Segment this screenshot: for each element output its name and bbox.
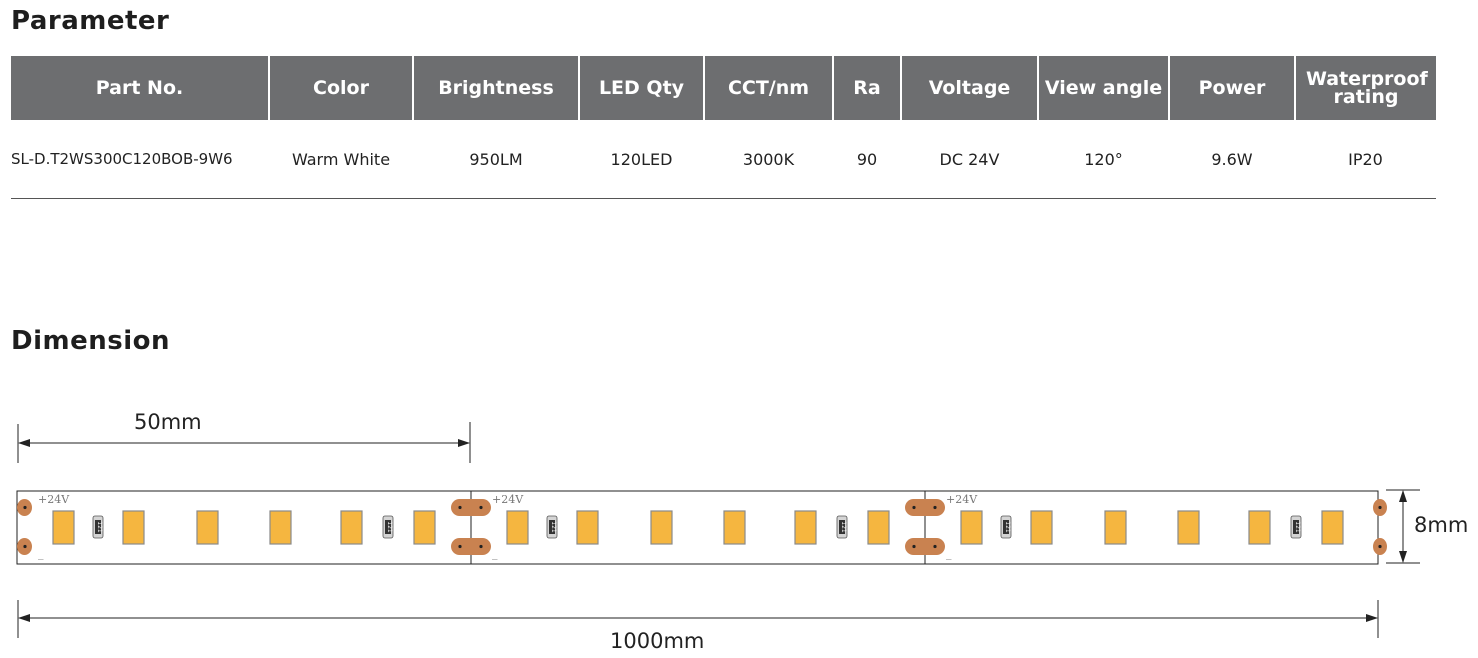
resistor-label: 121 bbox=[1004, 521, 1011, 533]
led-strip bbox=[16, 490, 1379, 565]
cell-ra: 90 bbox=[833, 120, 901, 199]
led-chip bbox=[723, 510, 746, 545]
pad-dot bbox=[912, 505, 916, 510]
header-led-qty: LED Qty bbox=[579, 56, 705, 120]
led-chip bbox=[196, 510, 219, 545]
resistor-body bbox=[1003, 520, 1009, 534]
led-chip bbox=[867, 510, 890, 545]
header-waterproof-rating: Waterproof rating bbox=[1295, 56, 1436, 120]
led-chip bbox=[52, 510, 75, 545]
table-row: SL-D.T2WS300C120BOB-9W6 Warm White 950LM… bbox=[11, 120, 1436, 199]
resistor-body bbox=[1293, 520, 1299, 534]
plus-voltage-label: +24V bbox=[946, 493, 978, 506]
solder-pad-bottom bbox=[905, 538, 945, 555]
parameter-table: Part No. Color Brightness LED Qty CCT/nm… bbox=[11, 56, 1436, 199]
led-chip bbox=[413, 510, 436, 545]
header-ra: Ra bbox=[833, 56, 902, 120]
led-chip bbox=[960, 510, 983, 545]
table-header-row: Part No. Color Brightness LED Qty CCT/nm… bbox=[11, 56, 1436, 120]
pad-dot bbox=[933, 505, 937, 510]
pad-dot bbox=[1378, 544, 1382, 549]
strip-height-label: 8mm bbox=[1414, 513, 1469, 537]
resistor-label: 121 bbox=[840, 521, 847, 533]
led-chip bbox=[340, 510, 363, 545]
resistor-label: 121 bbox=[550, 521, 557, 533]
pad-dot bbox=[479, 505, 483, 510]
cell-waterproof-rating: IP20 bbox=[1295, 120, 1436, 199]
pad-dot bbox=[1378, 505, 1382, 510]
minus-label: _ bbox=[946, 547, 952, 560]
led-chip bbox=[1030, 510, 1053, 545]
led-chip bbox=[122, 510, 145, 545]
minus-label: _ bbox=[492, 547, 498, 560]
pad-dot bbox=[458, 505, 462, 510]
strip-length-label: 1000mm bbox=[610, 629, 705, 653]
header-color: Color bbox=[269, 56, 414, 120]
cell-view-angle: 120° bbox=[1038, 120, 1169, 199]
resistor-label: 121 bbox=[96, 521, 103, 533]
pad-dot bbox=[933, 544, 937, 549]
pad-dot bbox=[23, 544, 27, 549]
led-chip bbox=[1248, 510, 1271, 545]
cell-voltage: DC 24V bbox=[901, 120, 1038, 199]
pad-dot bbox=[458, 544, 462, 549]
minus-label: _ bbox=[38, 547, 44, 560]
pad-dot bbox=[479, 544, 483, 549]
header-power: Power bbox=[1169, 56, 1296, 120]
led-chip bbox=[1321, 510, 1344, 545]
cell-power: 9.6W bbox=[1169, 120, 1295, 199]
cell-led-qty: 120LED bbox=[579, 120, 704, 199]
header-view-angle: View angle bbox=[1038, 56, 1170, 120]
header-part-no: Part No. bbox=[11, 56, 270, 120]
header-cct: CCT/nm bbox=[704, 56, 834, 120]
parameter-heading: Parameter bbox=[11, 6, 170, 36]
led-chip bbox=[650, 510, 673, 545]
resistor-label: 121 bbox=[1294, 521, 1301, 533]
dimension-heading: Dimension bbox=[11, 326, 170, 356]
cell-brightness: 950LM bbox=[413, 120, 579, 199]
led-chip bbox=[576, 510, 599, 545]
cell-cct: 3000K bbox=[704, 120, 833, 199]
solder-pad-top bbox=[451, 499, 491, 516]
pad-dot bbox=[912, 544, 916, 549]
cell-color: Warm White bbox=[269, 120, 413, 199]
led-chip bbox=[506, 510, 529, 545]
segment-length-label: 50mm bbox=[134, 410, 202, 434]
resistor-body bbox=[95, 520, 101, 534]
resistor-body bbox=[549, 520, 555, 534]
header-waterproof-label: Waterproof rating bbox=[1306, 67, 1428, 108]
resistor-body bbox=[839, 520, 845, 534]
solder-pad-top bbox=[905, 499, 945, 516]
plus-voltage-label: +24V bbox=[492, 493, 524, 506]
solder-pad-bottom bbox=[451, 538, 491, 555]
led-chip bbox=[269, 510, 292, 545]
plus-voltage-label: +24V bbox=[38, 493, 70, 506]
cell-part-no: SL-D.T2WS300C120BOB-9W6 bbox=[11, 120, 269, 199]
header-voltage: Voltage bbox=[901, 56, 1039, 120]
resistor-body bbox=[385, 520, 391, 534]
strip-components: +24V _ 121 121 +24V _ 121 121 +24V _ 121 121 bbox=[17, 493, 1387, 560]
led-chip bbox=[1177, 510, 1200, 545]
led-chip bbox=[1104, 510, 1127, 545]
resistor-label: 121 bbox=[386, 521, 393, 533]
pad-dot bbox=[23, 505, 27, 510]
header-brightness: Brightness bbox=[413, 56, 580, 120]
led-chip bbox=[794, 510, 817, 545]
